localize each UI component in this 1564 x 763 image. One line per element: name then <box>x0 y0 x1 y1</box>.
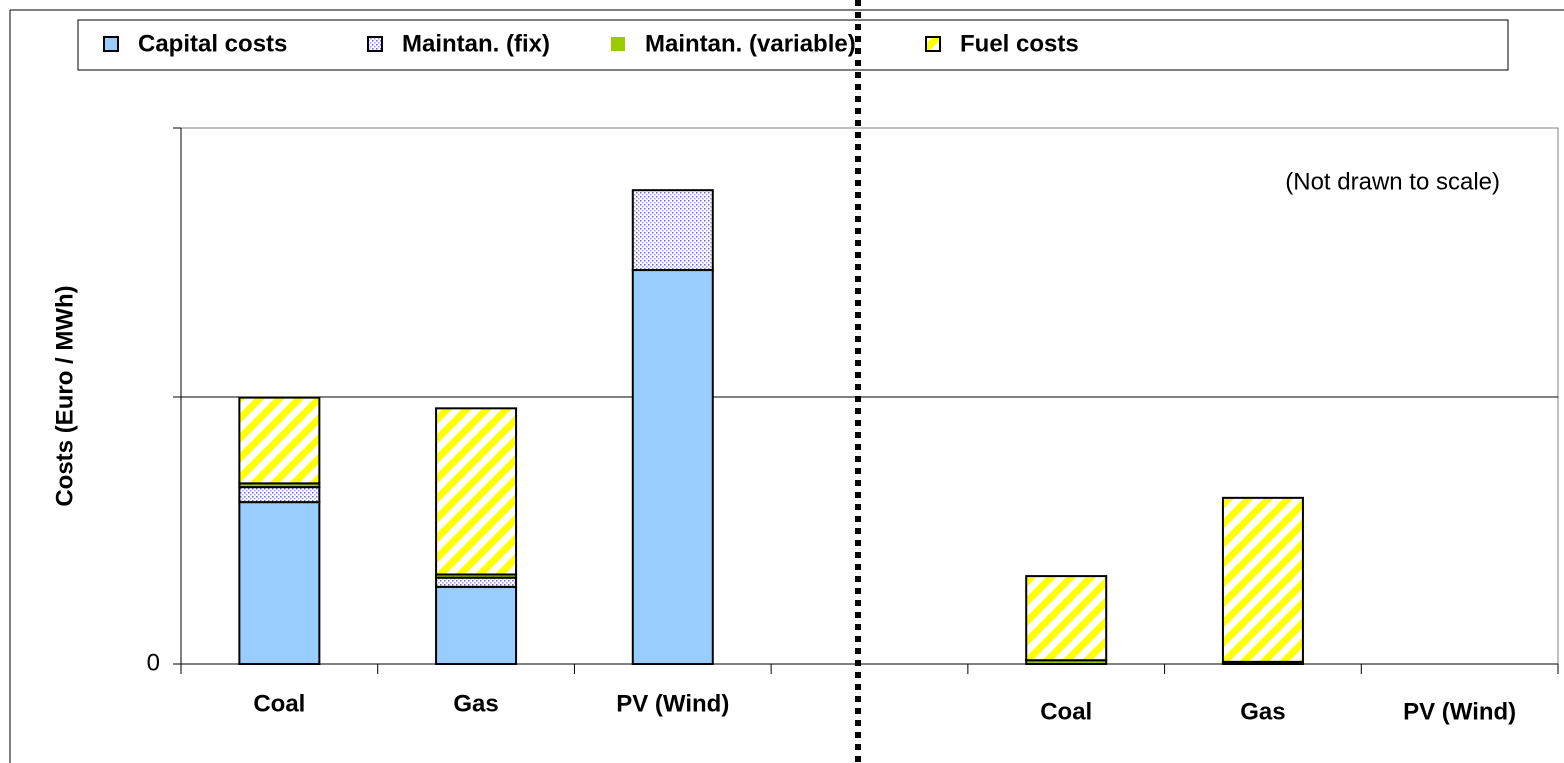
x-tick-label: PV (Wind) <box>1403 698 1516 725</box>
legend-swatch <box>925 36 941 52</box>
y-axis-label: Costs (Euro / MWh) <box>51 285 78 506</box>
plot-border <box>180 127 1559 665</box>
legend-label: Maintan. (fix) <box>402 30 550 57</box>
legend-swatch <box>367 36 383 52</box>
x-tick-label: Coal <box>253 690 305 717</box>
legend-swatch <box>103 36 119 52</box>
legend-label: Capital costs <box>138 30 287 57</box>
legend-label: Fuel costs <box>960 30 1079 57</box>
plot: 0 Coal Gas PV (Wind) Coal Gas PV (Wind) <box>147 128 1559 725</box>
annotation: (Not drawn to scale) <box>1285 168 1500 195</box>
bar-segment <box>238 501 321 665</box>
legend-swatch <box>611 37 625 51</box>
bar-segment <box>238 396 321 485</box>
bar-segment <box>631 189 714 272</box>
x-tick-label: Gas <box>1240 698 1285 725</box>
bar-segment <box>1025 575 1108 662</box>
x-tick-label: Gas <box>453 690 498 717</box>
x-tick-label: PV (Wind) <box>616 690 729 717</box>
x-tick-label: Coal <box>1040 698 1092 725</box>
bar-segment <box>435 585 518 665</box>
bar-segment <box>631 269 714 665</box>
bar-segment <box>435 407 518 576</box>
y-tick-label: 0 <box>147 649 160 676</box>
bar-segment <box>435 576 518 588</box>
bar-segment <box>1221 496 1304 663</box>
bar-segment <box>238 486 321 504</box>
legend-label: Maintan. (variable) <box>645 30 856 57</box>
legend <box>77 19 1509 71</box>
